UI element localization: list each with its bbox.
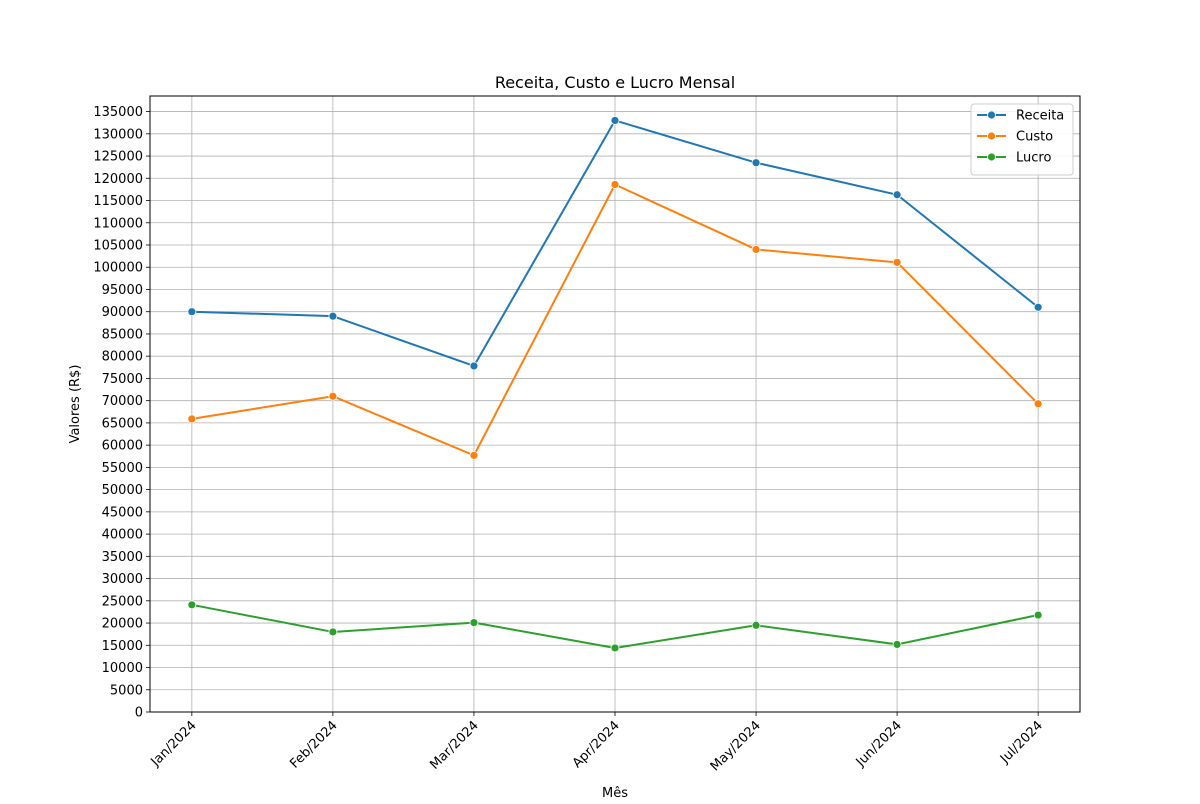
y-tick-label: 30000 xyxy=(102,572,143,587)
data-point xyxy=(751,245,761,254)
data-point xyxy=(751,620,761,630)
y-tick-label: 20000 xyxy=(102,617,143,632)
grid-layer xyxy=(150,96,1080,713)
data-point xyxy=(1033,610,1043,620)
y-tick-label: 75000 xyxy=(102,372,143,387)
data-point xyxy=(328,391,338,401)
y-tick-label: 40000 xyxy=(102,528,143,543)
x-tick-label: Jan/2024 xyxy=(148,718,200,770)
legend-marker xyxy=(987,131,996,141)
y-tick-label: 100000 xyxy=(93,261,143,276)
data-point xyxy=(187,600,197,610)
y-tick-label: 50000 xyxy=(102,483,143,498)
series-custo xyxy=(187,180,1043,460)
legend-marker xyxy=(987,110,996,120)
y-tick-label: 110000 xyxy=(93,216,143,231)
y-tick-label: 135000 xyxy=(93,105,143,120)
series-layer xyxy=(187,116,1043,653)
series-lucro xyxy=(187,600,1043,653)
y-tick-label: 70000 xyxy=(102,394,143,409)
plot-frame xyxy=(149,95,1081,713)
data-point xyxy=(187,307,197,317)
data-point xyxy=(469,361,479,371)
y-tick-label: 130000 xyxy=(93,127,143,142)
data-point xyxy=(328,627,338,637)
data-point xyxy=(1033,399,1043,409)
x-tick-label: May/2024 xyxy=(708,718,764,774)
data-point xyxy=(610,643,620,653)
legend: Receita Custo Lucro xyxy=(970,103,1074,176)
x-tick-label: Jul/2024 xyxy=(997,718,1046,767)
y-tick-label: 55000 xyxy=(102,461,143,476)
data-point xyxy=(751,158,761,168)
y-tick-label: 105000 xyxy=(93,238,143,253)
y-tick-label: 45000 xyxy=(102,505,143,520)
data-point xyxy=(892,190,902,200)
data-point xyxy=(892,257,902,267)
y-tick-label: 80000 xyxy=(102,350,143,365)
y-tick-label: 65000 xyxy=(102,416,143,431)
y-tick-label: 60000 xyxy=(102,439,143,454)
legend-label: Lucro xyxy=(1016,151,1051,166)
data-point xyxy=(187,414,197,424)
data-point xyxy=(1033,302,1043,312)
axes-layer: 0 5000 10000 15000 20000 25000 30000 35000 40000… xyxy=(93,95,1081,774)
data-point xyxy=(469,618,479,628)
legend-marker xyxy=(987,152,996,162)
series-receita xyxy=(187,116,1043,371)
data-point xyxy=(328,311,338,321)
y-tick-label: 115000 xyxy=(93,194,143,209)
chart-title: Receita, Custo e Lucro Mensal xyxy=(495,73,735,92)
x-tick-label: Mar/2024 xyxy=(427,718,481,772)
data-point xyxy=(610,180,620,189)
x-axis-label: Mês xyxy=(602,786,628,800)
y-tick-label: 0 xyxy=(135,706,143,721)
x-tick-label: Feb/2024 xyxy=(287,718,340,771)
y-tick-label: 85000 xyxy=(102,327,143,342)
y-axis-label: Valores (R$) xyxy=(68,365,83,444)
data-point xyxy=(610,116,620,125)
y-tick-label: 35000 xyxy=(102,550,143,565)
y-tick-label: 120000 xyxy=(93,172,143,187)
y-tick-label: 125000 xyxy=(93,150,143,165)
y-tick-label: 90000 xyxy=(102,305,143,320)
y-tick-label: 15000 xyxy=(102,639,143,654)
y-tick-label: 95000 xyxy=(102,283,143,298)
y-tick-label: 10000 xyxy=(102,661,143,676)
data-point xyxy=(469,450,479,460)
x-tick-label: Apr/2024 xyxy=(570,718,623,771)
y-tick-label: 25000 xyxy=(102,594,143,609)
y-tick-label: 5000 xyxy=(110,683,143,698)
x-tick-label: Jun/2024 xyxy=(853,718,905,770)
legend-label: Receita xyxy=(1016,109,1064,124)
legend-label: Custo xyxy=(1016,130,1053,145)
data-point xyxy=(892,639,902,649)
